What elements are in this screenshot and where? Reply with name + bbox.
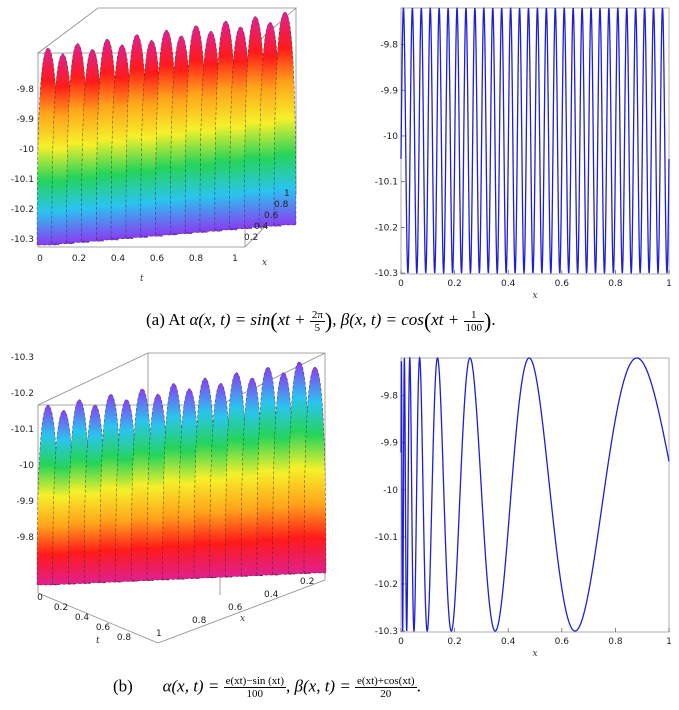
x-tick-label: 1: [284, 189, 290, 199]
y-tick-label: -9.8: [380, 41, 398, 51]
t-axis-label-b: t: [96, 636, 100, 646]
caption-b-label: (b): [113, 676, 133, 696]
caption-b-beta: , β(x, t) =: [286, 676, 351, 696]
x-tick-label: 0.6: [264, 211, 279, 221]
line-plot-b: -9.8 -9.9 -10 -10.1 -10.2 -10.30 0.2 0.4 0.6 0.8 1…: [375, 356, 672, 659]
y-tick-label: -10: [383, 486, 398, 496]
z-tick-label: -10.3: [11, 353, 34, 363]
y-tick-label: -10.1: [375, 533, 398, 543]
z-tick-label: -9.9: [16, 497, 34, 507]
x-tick-label: 0.6: [555, 637, 570, 647]
t-tick-label: 0.2: [72, 254, 86, 264]
x-tick-label: 0.4: [501, 279, 516, 289]
x-tick-label: 0.2: [300, 577, 314, 587]
caption-a-alpha-arg: xt +: [277, 310, 306, 329]
caption-b: (b) α(x, t) = e(xt)−sin (xt) 100, β(x, t)…: [113, 675, 421, 700]
x-tick-label: 0: [398, 637, 404, 647]
z-tick-label: -10: [19, 461, 34, 471]
caption-b-alpha-frac: e(xt)−sin (xt) 100: [223, 675, 287, 700]
z-tick-label: -10: [19, 145, 34, 155]
y-tick-label: -10: [383, 132, 398, 142]
z-tick-label: -9.8: [16, 533, 34, 543]
x-axis-label: x: [532, 291, 537, 301]
t-tick-label: 0: [37, 254, 43, 264]
y-tick-label: -9.9: [380, 439, 398, 449]
t-tick-label: 0.4: [111, 254, 126, 264]
t-tick-label: 0.8: [117, 633, 132, 643]
x-tick-label: 1: [666, 637, 672, 647]
caption-a-at: At: [168, 310, 186, 329]
x-tick-label: 1: [666, 279, 672, 289]
x-tick-label: 0.6: [555, 279, 570, 289]
y-tick-label: -10.3: [375, 627, 398, 637]
x-tick-label: 0.2: [447, 637, 461, 647]
x-tick-label: 0.4: [501, 637, 516, 647]
z-tick-label: -10.2: [11, 205, 34, 215]
t-tick-label: 0.4: [75, 613, 90, 623]
y-tick-label: -10.2: [375, 580, 398, 590]
y-tick-label: -9.9: [380, 86, 398, 96]
caption-a-beta: , β(x, t) = cos: [332, 310, 424, 329]
caption-a-label: (a): [146, 310, 165, 329]
t-tick-label: 0.8: [189, 254, 204, 264]
x-tick-label: 1: [156, 629, 162, 639]
x-tick-label: 0.8: [192, 616, 207, 626]
surface-plot-b: -10.3 -10.2 -10.1 -10 -9.9 -9.8 0 0.2 0.4 0.6 0.8 1…: [11, 352, 327, 646]
line-plot-a: -9.8 -9.9 -10 -10.1 -10.2 -10.30 0.2 0.4 0.6 0.8 1…: [375, 7, 672, 301]
x-tick-label: 0.6: [228, 603, 243, 613]
x-tick-label: 0.4: [264, 590, 279, 600]
plot-frame: [400, 357, 670, 633]
x-tick-label: 0.2: [244, 233, 258, 243]
t-axis-label-a: t: [140, 274, 144, 284]
surface-b: [36, 361, 327, 586]
caption-a: (a) At α(x, t) = sin(xt + 2π 5), β(x, t) …: [146, 308, 496, 334]
x-tick-label: 0: [398, 279, 404, 289]
ticks-b: -10.3 -10.2 -10.1 -10 -9.9 -9.8 0 0.2 0.4 0.6 0.8 1…: [11, 353, 315, 643]
z-tick-label: -10.1: [11, 175, 34, 185]
t-tick-label: 0.6: [96, 623, 111, 633]
x-axis-label: x: [532, 649, 537, 659]
x-tick-label: 0.4: [254, 222, 269, 232]
caption-b-alpha: α(x, t) =: [162, 676, 220, 696]
x-tick-label: 0.8: [608, 279, 623, 289]
z-tick-label: -9.9: [16, 115, 34, 125]
x-tick-label: 0.8: [274, 200, 289, 210]
series-line: [400, 356, 670, 633]
z-tick-label: -9.8: [16, 85, 34, 95]
surface-plot-a: -9.8-9.9-10-10.1-10.2-10.30 0.2 0.4 0.6 0.8 1…: [11, 7, 298, 284]
caption-a-beta-arg: xt +: [431, 310, 460, 329]
caption-a-beta-frac: 1 100: [463, 308, 485, 334]
t-tick-label: 0.6: [150, 254, 165, 264]
z-tick-label: -10.2: [11, 389, 34, 399]
x-tick-label: 0.8: [608, 637, 623, 647]
x-tick-label: 0.2: [447, 279, 461, 289]
t-tick-label: 0.2: [54, 603, 68, 613]
surface-a: [36, 11, 297, 246]
t-tick-label: 1: [232, 254, 238, 264]
t-tick-label: 0: [37, 593, 43, 603]
z-tick-label: -10.3: [11, 235, 34, 245]
surface-ribbon: [273, 11, 297, 226]
y-tick-label: -10.1: [375, 178, 398, 188]
series-line: [400, 7, 670, 274]
y-tick-label: -10.3: [375, 269, 398, 279]
caption-a-alpha-frac: 2π 5: [309, 308, 325, 334]
y-tick-label: -10.2: [375, 223, 398, 233]
y-tick-label: -9.8: [380, 392, 398, 402]
caption-a-alpha: α(x, t) = sin: [189, 310, 271, 329]
caption-b-beta-frac: e(xt)+cos(xt) 20: [355, 675, 417, 700]
x-axis-label-a: x: [262, 258, 267, 268]
surface-ribbon: [303, 366, 327, 574]
z-tick-label: -10.1: [11, 425, 34, 435]
ticks-a: -9.8-9.9-10-10.1-10.2-10.30 0.2 0.4 0.6 0.8 1…: [11, 85, 290, 264]
x-axis-label-b: x: [240, 614, 245, 624]
